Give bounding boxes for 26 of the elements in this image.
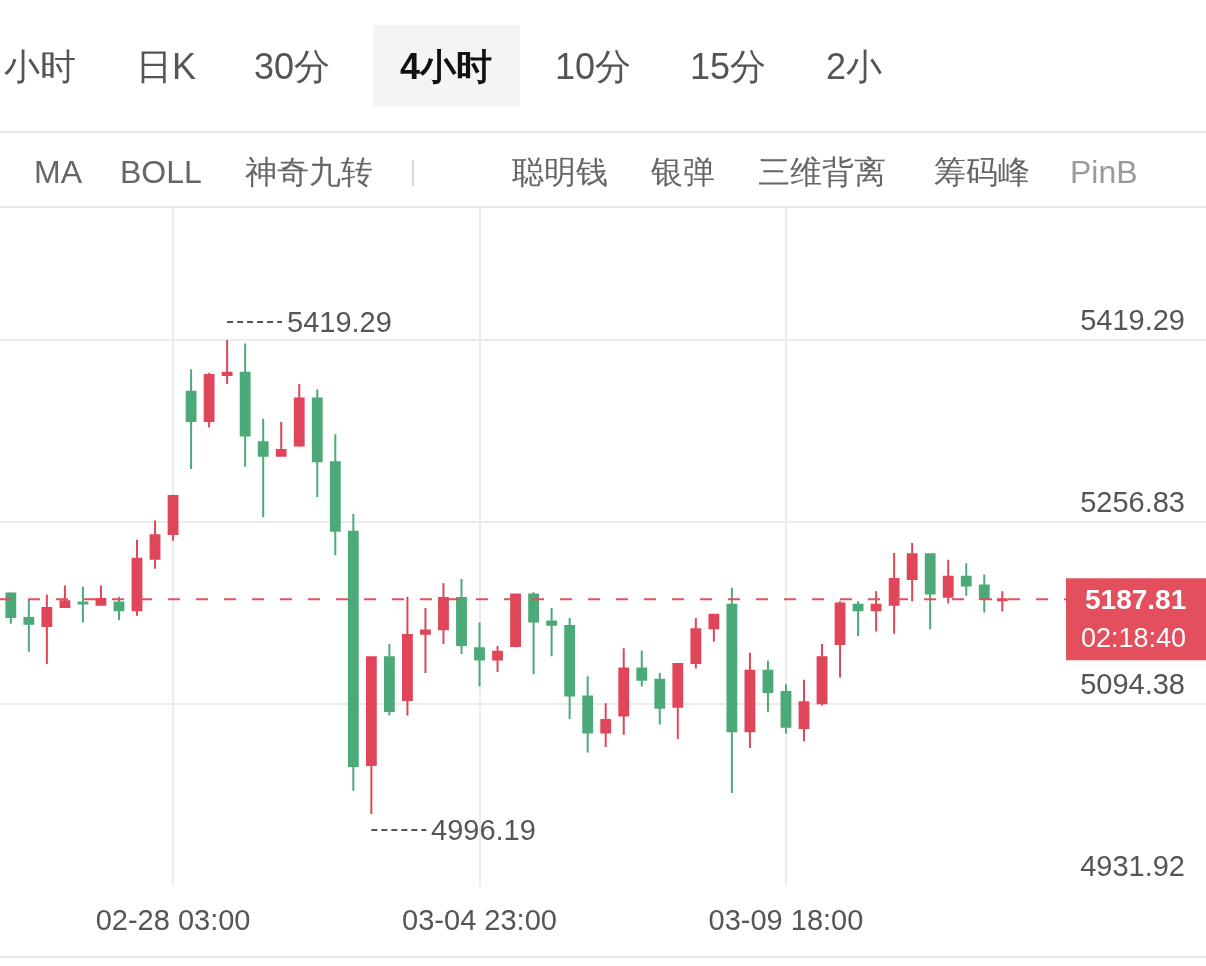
x-tick-label: 03-04 23:00 <box>402 904 557 936</box>
annotation: 4996.19 <box>431 814 536 846</box>
text: 三维背离 <box>758 154 886 190</box>
y-tick-label: 5419.29 <box>1080 303 1185 336</box>
text: 银弹 <box>650 154 715 190</box>
y-tick-label: 5256.83 <box>1080 485 1185 518</box>
text: 4小时 <box>400 46 493 87</box>
text: 30分 <box>254 46 331 87</box>
text: 筹码峰 <box>934 154 1030 190</box>
annotation: 5419.29 <box>287 306 392 338</box>
y-tick-label: 5094.38 <box>1080 667 1185 700</box>
text: 02:18:40 <box>1081 623 1187 653</box>
text: 2小 <box>826 46 883 87</box>
y-tick-label: 4931.92 <box>1080 849 1185 882</box>
text: MA <box>34 154 83 190</box>
text: 小时 <box>4 46 76 87</box>
text: 10分 <box>555 46 632 87</box>
text: 日K <box>136 46 197 87</box>
text: 15分 <box>690 46 767 87</box>
text: BOLL <box>120 154 202 190</box>
text: PinB <box>1070 154 1138 190</box>
text: 聪明钱 <box>512 154 608 190</box>
x-tick-label: 02-28 03:00 <box>95 904 251 936</box>
ref-line-label: 5187.81 <box>1085 584 1187 615</box>
text: 神奇九转 <box>245 154 373 190</box>
x-tick-label: 03-09 18:00 <box>708 904 864 936</box>
